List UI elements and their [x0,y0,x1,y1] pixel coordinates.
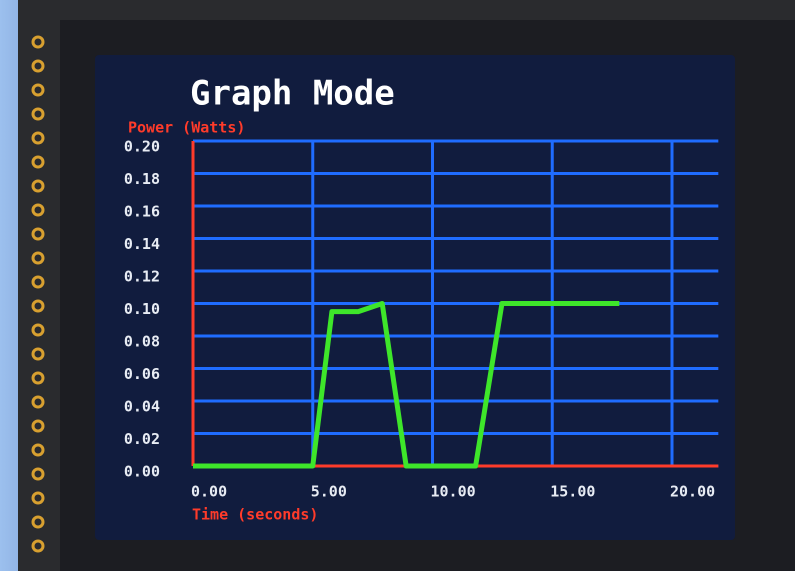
chart-title: Graph Mode [190,74,395,114]
y-tick-label: 0.02 [124,430,160,448]
y-tick-label: 0.12 [124,268,160,286]
y-tick-label: 0.16 [124,203,160,221]
x-tick-label: 15.00 [550,483,595,501]
x-tick-label: 0.00 [191,483,227,501]
x-tick-label: 10.00 [431,483,476,501]
y-tick-label: 0.04 [124,398,160,416]
y-tick-label: 0.10 [124,300,160,318]
x-tick-label: 20.00 [670,483,715,501]
x-tick-label: 5.00 [311,483,347,501]
y-tick-label: 0.06 [124,365,160,383]
page: Graph Mode Power (Watts) Time (seconds) … [0,0,795,571]
y-tick-label: 0.08 [124,333,160,351]
x-axis-label: Time (seconds) [192,506,318,524]
y-tick-label: 0.14 [124,235,160,253]
chart: Graph Mode Power (Watts) Time (seconds) … [0,0,795,571]
y-tick-label: 0.18 [124,170,160,188]
y-tick-label: 0.20 [124,138,160,156]
y-tick-label: 0.00 [124,463,160,481]
y-axis-label: Power (Watts) [128,119,245,137]
